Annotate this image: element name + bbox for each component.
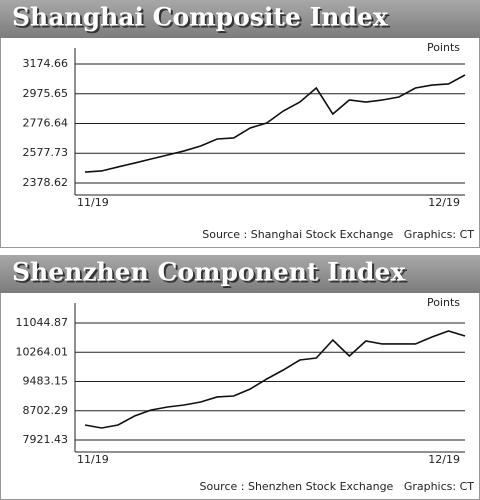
title-shadow: Shenzhen Component Index bbox=[14, 260, 408, 289]
x-tick-label: 11/19 bbox=[77, 196, 109, 209]
title-bar bbox=[0, 255, 480, 293]
y-tick-label: 2378.62 bbox=[23, 176, 69, 189]
source: Source : Shenzhen Stock Exchange Graphic… bbox=[199, 480, 474, 493]
source: Source : Shanghai Stock Exchange Graphic… bbox=[202, 228, 474, 241]
unit-label: Points bbox=[427, 41, 460, 54]
y-tick-label: 7921.43 bbox=[23, 433, 69, 446]
chart-title: Shanghai Composite Index bbox=[12, 3, 389, 32]
y-tick-label: 2975.65 bbox=[23, 87, 69, 100]
chart-title: Shenzhen Component Index bbox=[12, 258, 406, 287]
y-tick-label: 11044.87 bbox=[16, 316, 69, 329]
title-bar bbox=[0, 0, 480, 38]
title-shadow: Shanghai Composite Index bbox=[14, 5, 391, 34]
x-tick-label: 11/19 bbox=[77, 453, 109, 466]
panel-frame bbox=[0, 255, 480, 500]
unit-label: Points bbox=[427, 296, 460, 309]
y-tick-label: 2577.73 bbox=[23, 146, 69, 159]
y-tick-label: 9483.15 bbox=[23, 375, 69, 388]
line bbox=[84, 74, 466, 173]
y-tick-label: 2776.64 bbox=[23, 117, 69, 130]
y-tick-label: 3174.66 bbox=[23, 57, 69, 70]
y-tick-label: 8702.29 bbox=[23, 404, 69, 417]
x-tick-label: 12/19 bbox=[428, 453, 460, 466]
x-tick-label: 12/19 bbox=[428, 196, 460, 209]
line bbox=[84, 330, 466, 429]
y-tick-label: 10264.01 bbox=[16, 345, 69, 358]
